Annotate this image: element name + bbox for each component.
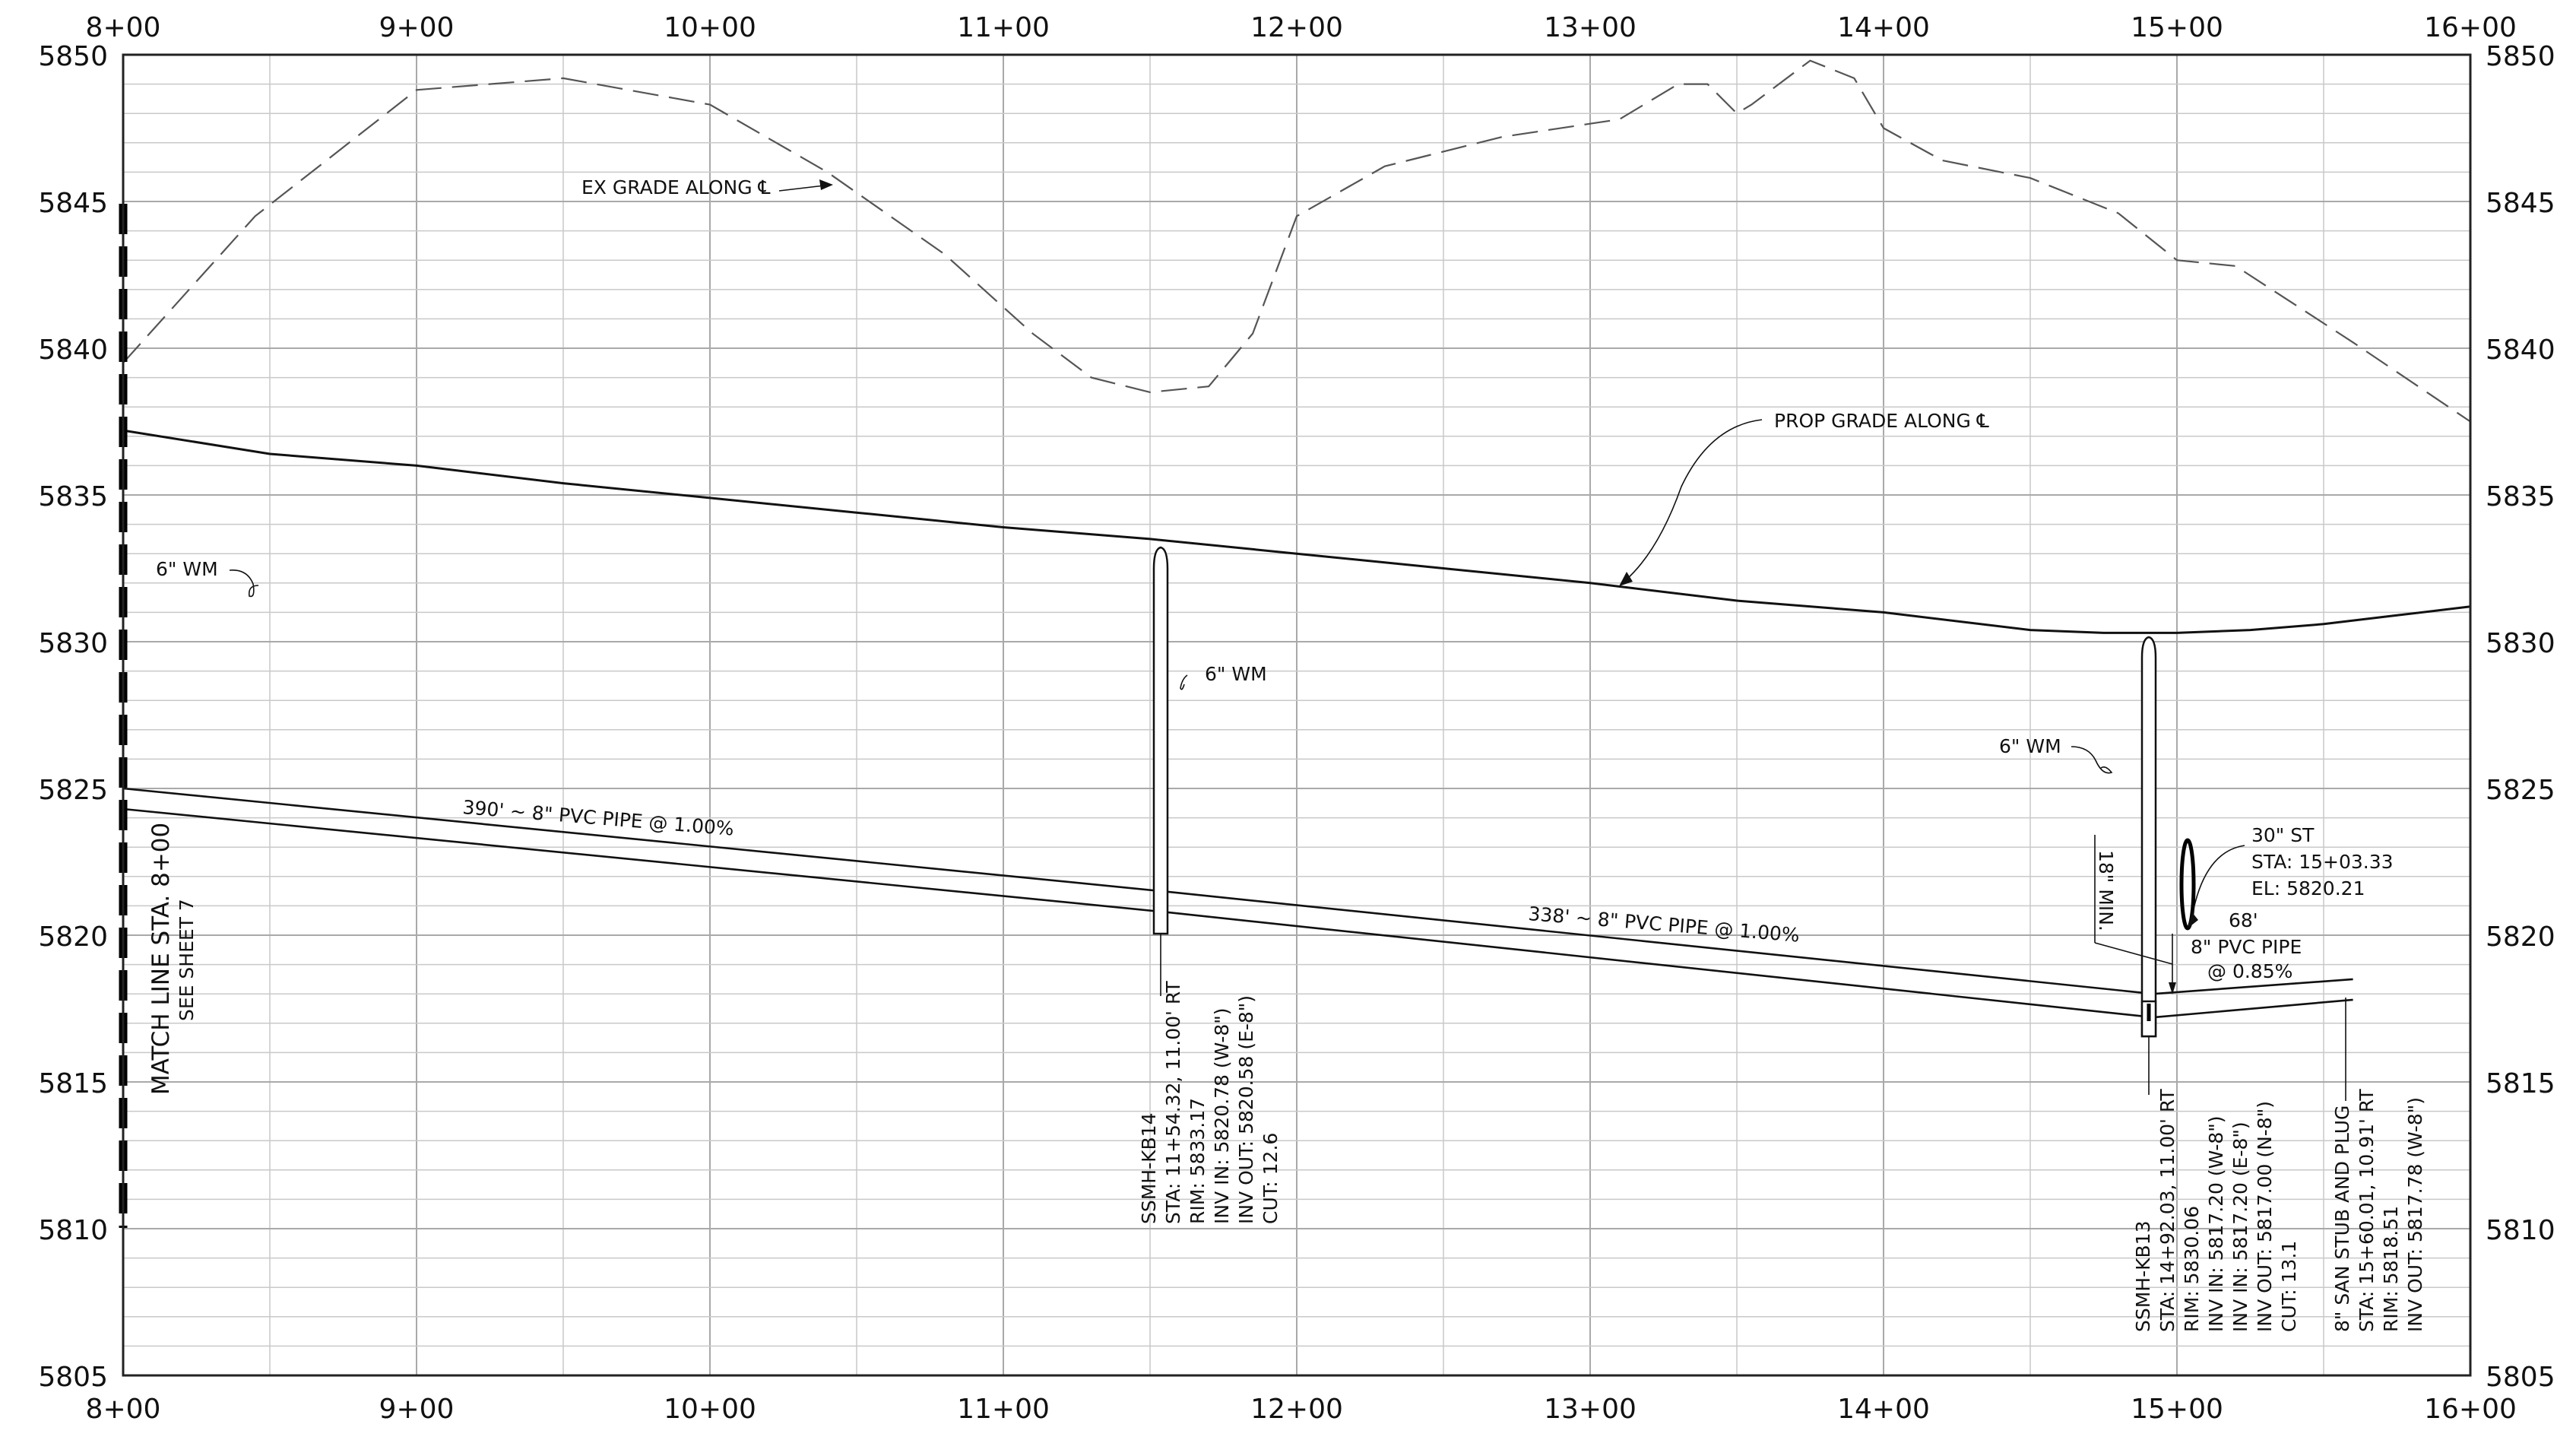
y-tick-right: 5810 [2486, 1215, 2555, 1246]
storm-arrowhead [2188, 912, 2198, 928]
clearance-arrow [2169, 982, 2176, 994]
y-tick-right: 5805 [2486, 1362, 2555, 1393]
kb13-callout-6: CUT: 13.1 [2278, 1241, 2300, 1332]
storm-leader [2191, 845, 2245, 917]
x-tick-top: 9+00 [379, 12, 455, 43]
x-tick-top: 15+00 [2131, 12, 2223, 43]
water-main-symbol-mid [1180, 674, 1188, 690]
ex-grade-arrow [819, 179, 833, 190]
x-tick-top: 11+00 [957, 12, 1050, 43]
y-tick-right: 5825 [2486, 775, 2555, 806]
stub-callout-2: RIM: 5818.51 [2380, 1206, 2402, 1332]
kb13-callout-3: INV IN: 5817.20 (W-8") [2205, 1115, 2227, 1332]
y-tick-left: 5820 [38, 922, 108, 953]
see-sheet-label: SEE SHEET 7 [176, 899, 198, 1021]
water-main-label-left: 6" WM [156, 558, 218, 580]
x-tick-bottom: 13+00 [1544, 1394, 1637, 1425]
y-tick-left: 5810 [38, 1215, 108, 1246]
x-tick-bottom: 8+00 [86, 1394, 161, 1425]
y-tick-left: 5815 [38, 1068, 108, 1099]
water-main-symbol-left [229, 569, 259, 598]
stub-callout-1: STA: 15+60.01, 10.91' RT [2356, 1089, 2378, 1332]
x-tick-top: 8+00 [86, 12, 161, 43]
y-tick-right: 5845 [2486, 188, 2555, 219]
manhole-kb14 [1152, 546, 1169, 935]
structures [119, 179, 2346, 1228]
existing-grade-line [122, 59, 2471, 423]
kb14-callout-1: STA: 11+54.32, 11.00' RT [1162, 981, 1184, 1224]
y-tick-left: 5825 [38, 775, 108, 806]
kb14-callout-5: CUT: 12.6 [1259, 1133, 1282, 1224]
kb14-callout-4: INV OUT: 5820.58 (E-8") [1235, 995, 1257, 1224]
pipe-crown-line [122, 787, 2154, 995]
manhole-kb13 [2140, 636, 2157, 1038]
kb14-callout-2: RIM: 5833.17 [1187, 1098, 1209, 1224]
stub-pipe-label-2: @ 0.85% [2207, 960, 2292, 982]
water-main-label-mid: 6" WM [1205, 663, 1267, 685]
storm-label-1: STA: 15+03.33 [2251, 851, 2394, 873]
tick-labels: 8+00 9+00 10+00 11+00 12+00 13+00 14+00 … [38, 12, 2555, 1425]
x-tick-top: 14+00 [1837, 12, 1930, 43]
prop-grade-label: PROP GRADE ALONG ℄ [1774, 410, 1989, 432]
water-main-label-right: 6" WM [1999, 735, 2061, 757]
proposed-grade-line [122, 429, 2471, 634]
prop-grade-leader [1621, 419, 1763, 585]
grid [122, 54, 2471, 1376]
stub-pipe-label-1: 8" PVC PIPE [2191, 936, 2302, 958]
kb13-callout-1: STA: 14+92.03, 11.00' RT [2156, 1089, 2178, 1332]
notes: EX GRADE ALONG ℄ PROP GRADE ALONG ℄ 6" W… [147, 176, 2394, 1095]
clearance-leader-2 [2094, 942, 2173, 965]
kb14-callout-0: SSMH-KB14 [1138, 1113, 1160, 1224]
plot-frame [122, 53, 2472, 1377]
y-tick-right: 5840 [2486, 335, 2555, 366]
x-tick-bottom: 12+00 [1250, 1394, 1343, 1425]
x-tick-bottom: 10+00 [664, 1394, 756, 1425]
stub-callout-0: 8" SAN STUB AND PLUG [2331, 1106, 2353, 1332]
kb13-callout-5: INV OUT: 5817.00 (N-8") [2254, 1101, 2276, 1332]
y-tick-left: 5830 [38, 628, 108, 659]
y-tick-right: 5835 [2486, 481, 2555, 512]
pipe-invert-line [122, 807, 2154, 1019]
prop-grade-arrow [1619, 572, 1633, 586]
x-tick-bottom: 11+00 [957, 1394, 1050, 1425]
y-tick-right: 5820 [2486, 922, 2555, 953]
clearance-label: 18" MIN. [2095, 850, 2117, 931]
stub-invert-line [2153, 998, 2353, 1019]
y-tick-right: 5815 [2486, 1068, 2555, 1099]
x-tick-bottom: 14+00 [1837, 1394, 1930, 1425]
x-tick-top: 12+00 [1250, 12, 1343, 43]
stub-crown-line [2153, 978, 2353, 995]
ex-grade-label: EX GRADE ALONG ℄ [581, 176, 771, 198]
pipe2-label: 338' ~ 8" PVC PIPE @ 1.00% [1528, 902, 1801, 947]
stub-pipe-label-0: 68' [2229, 909, 2258, 931]
y-tick-right: 5830 [2486, 628, 2555, 659]
x-tick-bottom: 9+00 [379, 1394, 455, 1425]
x-tick-bottom: 15+00 [2131, 1394, 2223, 1425]
y-tick-right: 5850 [2486, 41, 2555, 72]
y-tick-left: 5840 [38, 335, 108, 366]
x-tick-top: 16+00 [2424, 12, 2517, 43]
pipe1-label: 390' ~ 8" PVC PIPE @ 1.00% [462, 796, 735, 840]
kb13-callout-4: INV IN: 5817.20 (E-8") [2229, 1121, 2251, 1332]
x-tick-top: 10+00 [664, 12, 756, 43]
storm-label-2: EL: 5820.21 [2251, 877, 2365, 899]
kb14-callout-3: INV IN: 5820.78 (W-8") [1211, 1007, 1233, 1224]
y-tick-left: 5835 [38, 481, 108, 512]
kb13-callout-0: SSMH-KB13 [2132, 1221, 2154, 1332]
y-tick-left: 5805 [38, 1362, 108, 1393]
match-line-label: MATCH LINE STA. 8+00 [147, 823, 175, 1095]
manhole-callouts: SSMH-KB14 STA: 11+54.32, 11.00' RT RIM: … [1138, 981, 2426, 1332]
water-main-symbol-right [2071, 746, 2113, 774]
x-tick-top: 13+00 [1544, 12, 1637, 43]
y-tick-left: 5850 [38, 41, 108, 72]
x-tick-bottom: 16+00 [2424, 1394, 2517, 1425]
storm-label-0: 30" ST [2251, 824, 2315, 846]
kb13-callout-2: RIM: 5830.06 [2181, 1206, 2203, 1332]
y-tick-left: 5845 [38, 188, 108, 219]
stub-callout-3: INV OUT: 5817.78 (W-8") [2404, 1097, 2426, 1332]
